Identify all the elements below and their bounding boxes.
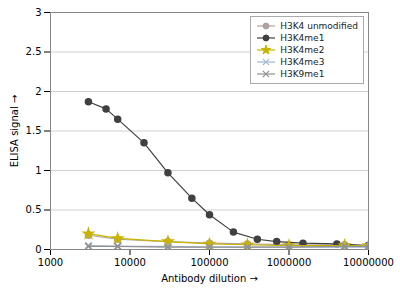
svg-text:0.5: 0.5 bbox=[26, 204, 42, 215]
svg-text:100000: 100000 bbox=[190, 257, 228, 268]
html-text:H3K4me2: H3K4me2 bbox=[280, 45, 325, 55]
html-text:H3K4 unmodified: H3K4 unmodified bbox=[280, 21, 358, 31]
svg-text:Antibody dilution →: Antibody dilution → bbox=[161, 273, 258, 284]
html-text:H3K9me1: H3K9me1 bbox=[280, 69, 325, 79]
svg-text:1000000: 1000000 bbox=[267, 257, 312, 268]
svg-text:10000000: 10000000 bbox=[343, 257, 394, 268]
svg-text:3: 3 bbox=[35, 7, 41, 18]
svg-text:1000: 1000 bbox=[38, 257, 63, 268]
svg-text:1: 1 bbox=[35, 165, 41, 176]
svg-text:0: 0 bbox=[35, 244, 41, 255]
svg-text:2.5: 2.5 bbox=[26, 46, 42, 57]
svg-text:2: 2 bbox=[35, 86, 41, 97]
html-text:H3K4me1: H3K4me1 bbox=[280, 33, 325, 43]
svg-text:10000: 10000 bbox=[114, 257, 146, 268]
svg-text:1.5: 1.5 bbox=[26, 125, 42, 136]
svg-text:ELISA signal →: ELISA signal → bbox=[9, 95, 20, 168]
html-text:H3K4me3: H3K4me3 bbox=[280, 57, 325, 67]
